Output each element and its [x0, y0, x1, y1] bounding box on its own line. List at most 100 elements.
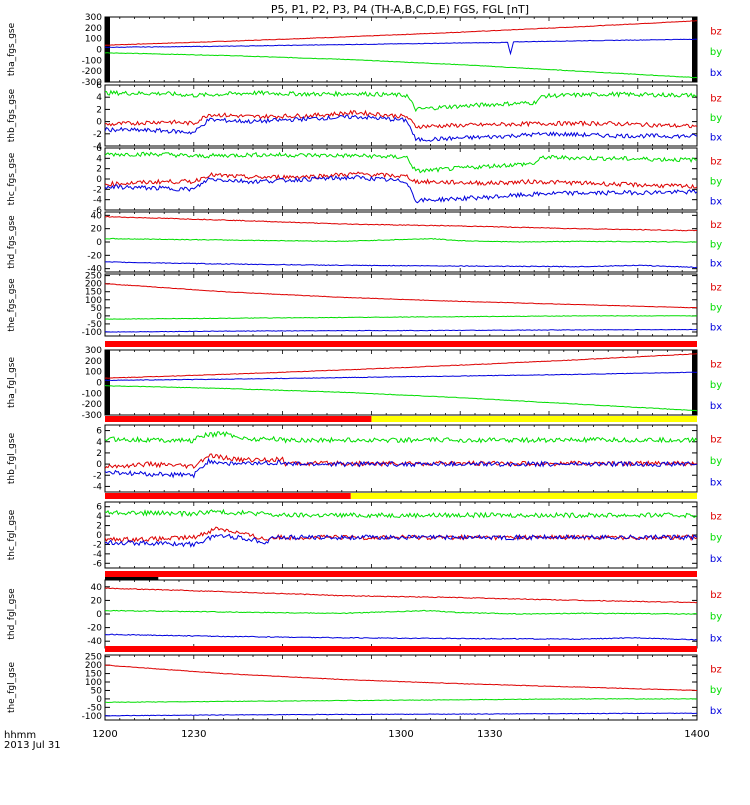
y-tick-label: 20	[91, 596, 103, 606]
series-line-bx	[105, 371, 697, 382]
legend-entry-by: by	[710, 612, 722, 623]
y-tick-label: 150	[85, 288, 102, 298]
series-line-bx	[105, 328, 697, 333]
y-axis-label: thd_fgl_gse	[7, 588, 17, 640]
legend-entry-bx: bx	[710, 322, 722, 333]
legend-entry-by: by	[710, 113, 722, 124]
legend-entry-bx: bx	[710, 633, 722, 644]
y-tick-label: -2	[93, 471, 102, 481]
y-tick-label: -50	[87, 703, 102, 713]
legend-entry-by: by	[710, 239, 722, 250]
y-tick-label: -300	[82, 411, 103, 421]
y-tick-label: 4	[96, 93, 102, 103]
x-tick-label: 1330	[477, 729, 502, 740]
y-tick-label: 6	[96, 503, 102, 513]
y-tick-label: 4	[96, 512, 102, 522]
series-line-bx	[105, 114, 697, 143]
panel-thd_fgs_gse: 40 20 0 -20 -40 thd_fgs_gse bz by bx	[7, 211, 722, 274]
y-tick-label: -4	[93, 482, 102, 492]
legend-entry-by: by	[710, 685, 722, 696]
x-tick-label: 1200	[92, 729, 117, 740]
status-bar-red	[105, 416, 372, 422]
y-tick-label: 100	[85, 35, 102, 45]
legend-entry-bz: bz	[710, 664, 722, 675]
legend-entry-by: by	[710, 456, 722, 467]
legend-entry-by: by	[710, 302, 722, 313]
y-tick-label: 6	[96, 427, 102, 437]
legend-entry-bz: bz	[710, 283, 722, 294]
x-tick-label: 1300	[388, 729, 413, 740]
series-line-by	[105, 609, 697, 615]
series-line-bx	[105, 533, 697, 548]
series-line-bx	[105, 633, 697, 641]
y-tick-label: 300	[85, 13, 102, 23]
status-bar-yellow	[371, 416, 697, 422]
y-tick-label: -300	[82, 78, 103, 88]
y-tick-label: 2	[96, 449, 102, 459]
panel-frame	[104, 654, 698, 721]
y-tick-label: 0	[96, 312, 102, 322]
y-axis-label: thc_fgs_gse	[7, 152, 17, 205]
panel-frame	[104, 424, 698, 493]
legend-entry-bz: bz	[710, 220, 722, 231]
y-tick-label: 100	[85, 678, 102, 688]
y-axis-label: thb_fgl_gse	[7, 432, 17, 484]
legend-entry-by: by	[710, 176, 722, 187]
legend-entry-bx: bx	[710, 68, 722, 79]
y-tick-label: 200	[85, 24, 102, 34]
y-tick-label: 100	[85, 368, 102, 378]
y-tick-label: 0	[96, 379, 102, 389]
y-tick-label: -40	[87, 265, 102, 275]
legend-entry-bz: bz	[710, 590, 722, 601]
series-line-bx	[105, 38, 697, 56]
y-axis-label: thd_fgs_gse	[7, 215, 17, 269]
y-tick-label: -4	[93, 196, 102, 206]
legend-entry-bz: bz	[710, 93, 722, 104]
y-axis-label: tha_fgl_gse	[7, 357, 17, 409]
y-tick-label: 2	[96, 522, 102, 532]
legend-entry-by: by	[710, 380, 722, 391]
panel-frame	[104, 579, 698, 649]
y-tick-label: -4	[93, 550, 102, 560]
y-tick-label: -200	[82, 67, 103, 77]
series-line-bx	[105, 175, 697, 204]
legend-entry-bz: bz	[710, 26, 722, 37]
legend-entry-bz: bz	[710, 435, 722, 446]
y-tick-label: -2	[93, 185, 102, 195]
y-tick-label: 200	[85, 357, 102, 367]
y-tick-label: 0	[96, 238, 102, 248]
y-tick-label: 40	[91, 583, 103, 593]
y-tick-label: 4	[96, 154, 102, 164]
y-axis-label: tha_fgs_gse	[7, 22, 17, 76]
y-tick-label: -100	[82, 56, 103, 66]
y-tick-label: 0	[96, 610, 102, 620]
series-line-by	[105, 52, 697, 79]
series-line-by	[105, 151, 697, 174]
y-tick-label: 2	[96, 105, 102, 115]
legend-entry-bz: bz	[710, 157, 722, 168]
panel-thd_fgl_gse: 40 20 0 -20 -40 thd_fgl_gse bz by bx	[7, 571, 722, 649]
y-tick-label: -2	[93, 540, 102, 550]
series-line-bz	[105, 664, 697, 691]
y-tick-label: 50	[91, 304, 103, 314]
y-tick-label: -6	[93, 559, 102, 569]
panel-frame	[104, 84, 698, 147]
legend-entry-bz: bz	[710, 512, 722, 523]
y-tick-label: 40	[91, 211, 103, 221]
series-line-bz	[105, 215, 697, 232]
x-axis-label: hhmm	[4, 730, 36, 741]
series-line-bz	[105, 109, 697, 130]
series-line-bx	[105, 712, 697, 717]
legend-entry-by: by	[710, 533, 722, 544]
y-axis-label: thc_fgl_gse	[7, 509, 17, 560]
y-tick-label: 200	[85, 661, 102, 671]
legend-entry-bx: bx	[710, 259, 722, 270]
y-tick-label: 0	[96, 460, 102, 470]
y-tick-label: 0	[96, 175, 102, 185]
